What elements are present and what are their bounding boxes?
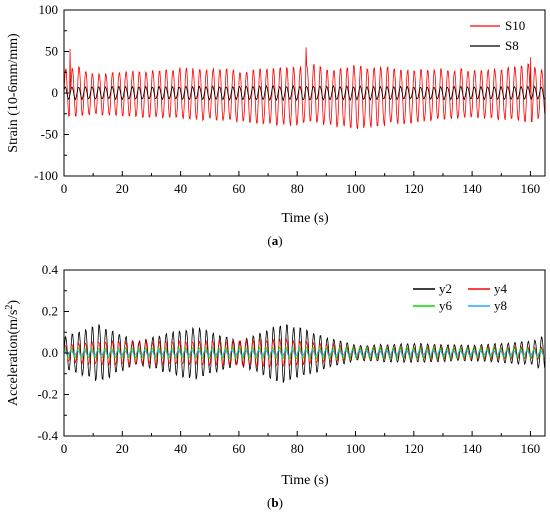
panel-b-x-tick-label: 40 (174, 441, 187, 456)
panel-b-x-tick-label: 60 (232, 441, 245, 456)
panel-b-acceleration: 0 20 40 60 80 100 120 140 160 -0.4 -0.2 0.0 0.2 0.4 A… (4, 262, 546, 510)
panel-a-series-line-s8 (63, 84, 546, 102)
panel-a-x-axis-title: Time (s) (281, 211, 329, 226)
panel-b-series-line-y2 (63, 324, 546, 383)
panel-b-x-tick-label: 80 (291, 441, 304, 456)
panel-b-legend: y2 y4 y6 y8 (413, 281, 508, 313)
panel-b-x-tick-label: 120 (404, 441, 424, 456)
panel-b-series-line-y8 (63, 349, 546, 357)
panel-b-x-tick-label: 140 (462, 441, 482, 456)
panel-b-x-tick-label: 160 (521, 441, 541, 456)
panel-a-x-tick-label: 160 (521, 181, 541, 196)
panel-a-legend-label-s10: S10 (505, 18, 525, 33)
panel-a-y-tick-label: 50 (45, 44, 58, 59)
panel-a-x-tick-label: 140 (462, 181, 482, 196)
panel-a-y-tick-label: -100 (34, 168, 58, 183)
panel-b-y-axis-title-sup: 2 (4, 305, 15, 310)
panel-a-caption-letter: a (272, 233, 279, 248)
panel-a-y-axis-title: Strain (10-6mm/mm) (6, 33, 21, 153)
panel-a-x-tick-label: 60 (232, 181, 245, 196)
panel-a-x-tick-label: 120 (404, 181, 424, 196)
panel-b-series-layer (63, 324, 546, 383)
panel-b-y-tick-label: 0.0 (42, 345, 58, 360)
panel-b-legend-label-y4: y4 (494, 281, 508, 296)
panel-b-caption: (b) (267, 495, 283, 510)
panel-b-y-tick-label: -0.4 (37, 428, 58, 443)
panel-b-y-tick-label: 0.4 (42, 262, 59, 277)
panel-b-x-tick-label: 20 (116, 441, 129, 456)
panel-a-x-tick-label: 40 (174, 181, 187, 196)
panel-b-y-axis-title: Acceleration(m/s2) (4, 300, 22, 406)
panel-a-y-tick-label: 100 (39, 2, 59, 17)
panel-a-ticks: 0 20 40 60 80 100 120 140 160 -100 -50 0 50 100 (34, 2, 540, 196)
panel-a-x-tick-label: 20 (116, 181, 129, 196)
panel-a-caption: (a) (267, 233, 282, 248)
panel-b-x-tick-label: 100 (346, 441, 366, 456)
panel-a-y-tick-label: 0 (52, 85, 59, 100)
panel-b-y-tick-label: 0.2 (42, 304, 58, 319)
panel-a-x-tick-label: 100 (346, 181, 366, 196)
panel-b-legend-label-y8: y8 (494, 298, 507, 313)
panel-b-caption-letter: b (271, 495, 278, 510)
panel-b-x-tick-label: 0 (61, 441, 68, 456)
panel-b-legend-label-y2: y2 (439, 281, 452, 296)
panel-a-series-line-s10 (63, 47, 546, 130)
panel-b-y-tick-label: -0.2 (37, 387, 58, 402)
panel-a-y-tick-label: -50 (41, 127, 58, 142)
panel-a-x-tick-label: 80 (291, 181, 304, 196)
panel-b-y-axis-title-prefix: Acceleration(m/s (6, 310, 21, 406)
panel-b-y-axis-title-suffix: ) (6, 300, 21, 305)
panel-a-x-tick-label: 0 (61, 181, 68, 196)
panel-b-ticks: 0 20 40 60 80 100 120 140 160 -0.4 -0.2 0.0 0.2 0.4 (37, 262, 540, 456)
panel-a-strain: 0 20 40 60 80 100 120 140 160 -100 -50 0 50 100 Strai… (6, 2, 546, 248)
panel-b-legend-label-y6: y6 (439, 298, 453, 313)
panel-b-x-axis-title: Time (s) (281, 473, 329, 488)
panel-a-legend-label-s8: S8 (505, 38, 519, 53)
panel-a-series-layer (63, 47, 546, 130)
